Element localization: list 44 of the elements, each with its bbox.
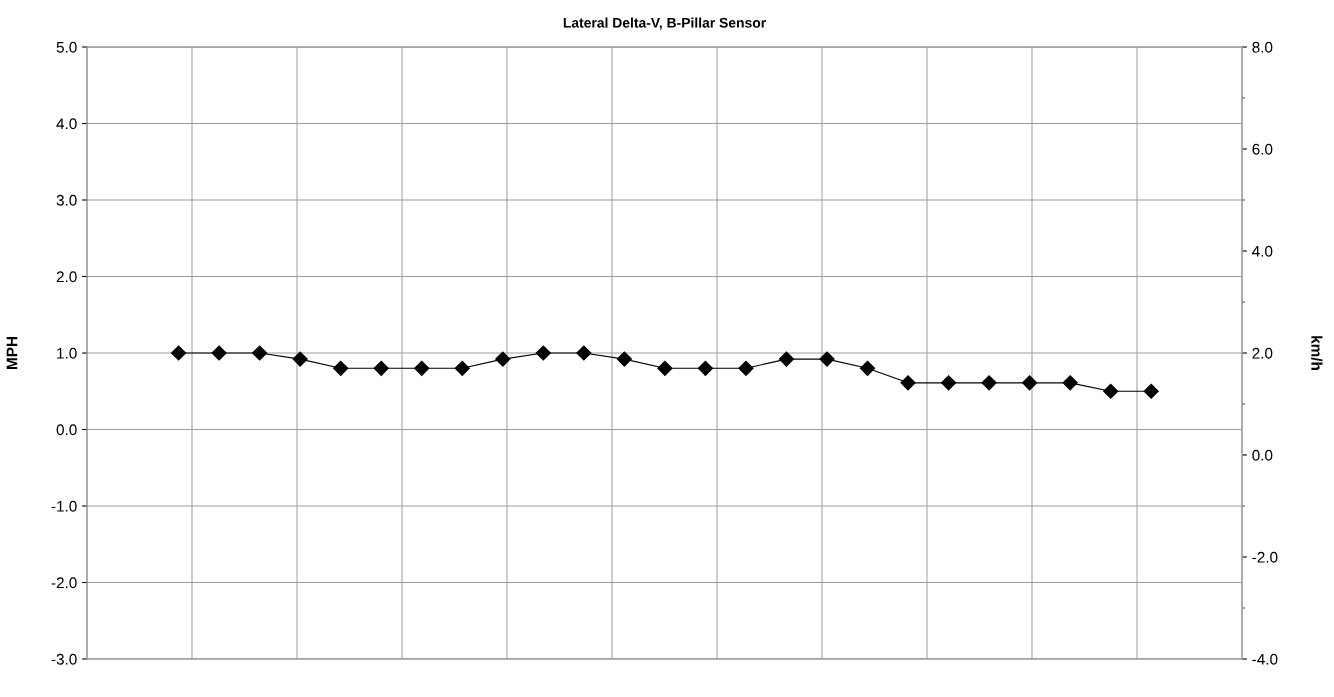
y-tick-label: 2.0 bbox=[56, 271, 77, 283]
y2-tick-label: 8.0 bbox=[1252, 41, 1273, 53]
point bbox=[859, 360, 876, 376]
y-tick-label: 4.0 bbox=[56, 118, 77, 130]
point bbox=[333, 360, 349, 376]
y-tick-label: 1.0 bbox=[57, 347, 77, 359]
y2-tick-label: 2.0 bbox=[1252, 347, 1273, 359]
point bbox=[657, 360, 673, 376]
chart-title: Lateral Delta-V, B-Pillar Sensor bbox=[563, 17, 766, 30]
y-tick-label: 0.0 bbox=[56, 424, 77, 436]
point bbox=[1022, 375, 1038, 391]
y-tick-label: -1.0 bbox=[51, 500, 77, 512]
y-tick-label: -2.0 bbox=[51, 577, 77, 589]
point bbox=[211, 345, 227, 361]
point bbox=[495, 351, 511, 367]
y2-tick-label: 0.0 bbox=[1252, 449, 1273, 461]
point bbox=[414, 360, 430, 376]
point bbox=[738, 360, 754, 376]
y-axis-title: MPH bbox=[6, 337, 18, 369]
point bbox=[941, 375, 957, 391]
point bbox=[576, 345, 592, 361]
point bbox=[292, 351, 308, 367]
point bbox=[616, 351, 632, 367]
point bbox=[373, 360, 389, 376]
point bbox=[252, 345, 268, 361]
point bbox=[900, 375, 916, 391]
point bbox=[819, 351, 835, 367]
point bbox=[1062, 375, 1078, 391]
y-tick-label: 3.0 bbox=[56, 194, 77, 206]
point bbox=[981, 375, 997, 391]
y-tick-label: -3.0 bbox=[51, 653, 77, 665]
point bbox=[1143, 383, 1159, 399]
y2-tick-label: -4.0 bbox=[1252, 653, 1278, 665]
point bbox=[778, 351, 795, 367]
y2-tick-label: 6.0 bbox=[1252, 143, 1273, 155]
y2-tick-label: 4.0 bbox=[1252, 245, 1273, 257]
point bbox=[535, 345, 551, 361]
point bbox=[171, 345, 187, 361]
point bbox=[697, 360, 714, 376]
y2-axis-title: km/h bbox=[1311, 336, 1323, 370]
point bbox=[454, 360, 470, 376]
y2-tick-label: -2.0 bbox=[1252, 551, 1278, 563]
y-tick-label: 5.0 bbox=[56, 41, 77, 53]
point bbox=[1103, 383, 1119, 399]
